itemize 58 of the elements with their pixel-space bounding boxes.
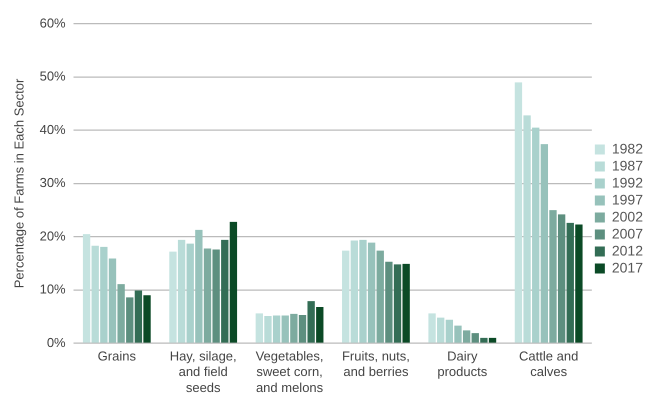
legend-label: 1982 bbox=[612, 140, 644, 156]
x-tick-label: Vegetables, sweet corn, and melons bbox=[256, 348, 324, 395]
bar bbox=[230, 222, 238, 343]
legend-label: 2017 bbox=[612, 259, 644, 276]
bar bbox=[540, 144, 548, 343]
y-tick-label: 0% bbox=[46, 334, 66, 350]
bar bbox=[454, 326, 462, 343]
bar bbox=[221, 240, 228, 343]
bar bbox=[316, 307, 324, 343]
bar bbox=[204, 248, 212, 343]
legend-label: 2007 bbox=[612, 225, 644, 242]
bar bbox=[446, 320, 454, 343]
x-tick-label: Grains bbox=[98, 348, 136, 364]
bar bbox=[359, 240, 367, 343]
bar bbox=[385, 262, 393, 343]
y-tick-label: 50% bbox=[40, 68, 66, 84]
bar bbox=[298, 314, 306, 343]
legend-label: 2002 bbox=[612, 208, 644, 224]
bar bbox=[195, 230, 203, 343]
bar bbox=[290, 314, 298, 343]
x-tick-label: Cattle and calves bbox=[519, 348, 578, 380]
bar bbox=[134, 290, 142, 343]
bar bbox=[282, 316, 289, 343]
legend-label: 1997 bbox=[612, 191, 644, 208]
bar bbox=[575, 224, 583, 343]
legend-label: 2012 bbox=[612, 242, 644, 258]
y-tick-label: 60% bbox=[40, 15, 66, 30]
x-tick-label: Fruits, nuts, and berries bbox=[342, 348, 410, 380]
bar bbox=[376, 250, 384, 343]
bar bbox=[368, 242, 376, 343]
bar bbox=[117, 284, 125, 343]
bar bbox=[488, 338, 496, 343]
bar bbox=[143, 295, 151, 343]
bar bbox=[126, 297, 134, 343]
bar bbox=[272, 316, 280, 343]
bar bbox=[480, 338, 488, 343]
bar bbox=[532, 128, 540, 343]
legend-label: 1987 bbox=[612, 157, 644, 174]
bar bbox=[212, 250, 220, 343]
x-tick-label: Dairy products bbox=[437, 348, 488, 380]
y-axis-title: Percentage of Farms in Each Sector bbox=[11, 78, 26, 288]
bar bbox=[108, 258, 116, 343]
x-tick-label: Hay, silage, and field seeds bbox=[170, 348, 237, 395]
legend-label: 1992 bbox=[612, 174, 644, 190]
bar bbox=[462, 330, 470, 343]
bar bbox=[549, 210, 557, 343]
bar bbox=[472, 333, 479, 343]
y-tick-label: 20% bbox=[40, 228, 66, 244]
bar bbox=[100, 246, 108, 343]
y-tick-label: 40% bbox=[40, 122, 66, 137]
bar bbox=[186, 244, 194, 343]
bar bbox=[394, 264, 402, 343]
bar bbox=[307, 301, 315, 343]
y-tick-label: 10% bbox=[40, 282, 66, 297]
bar bbox=[566, 222, 574, 343]
y-tick-label: 30% bbox=[40, 175, 66, 190]
bar bbox=[558, 214, 566, 343]
bar bbox=[402, 264, 410, 343]
